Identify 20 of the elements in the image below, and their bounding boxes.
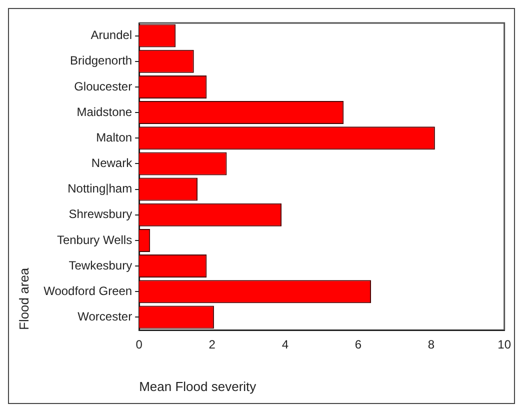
- x-axis-title: Mean Flood severity: [139, 378, 257, 394]
- y-tick-label: Worcester: [78, 310, 132, 324]
- x-tick-label: 10: [498, 338, 512, 352]
- x-tick-label: 4: [282, 338, 289, 352]
- y-tick-label: Shrewsbury: [68, 207, 132, 222]
- y-axis-title: Flood area: [16, 267, 32, 330]
- y-tick-label: Maidstone: [76, 104, 132, 119]
- y-tick-label: Arundel: [90, 28, 132, 42]
- y-tick-label: Notting|ham: [68, 182, 132, 196]
- x-tick-label: 0: [136, 338, 143, 352]
- x-tick-label: 6: [354, 338, 362, 352]
- y-tick-label: Tewkesbury: [68, 258, 132, 272]
- y-tick-label: Malton: [96, 130, 132, 144]
- x-tick-label: 2: [208, 338, 216, 352]
- y-tick-label: Tenbury Wells: [56, 232, 132, 247]
- y-tick-label: Bridgenorth: [70, 54, 132, 68]
- x-tick-label: 8: [428, 338, 435, 352]
- y-tick-label: Woodford Green: [44, 284, 132, 298]
- y-tick-label: Newark: [91, 156, 134, 170]
- y-tick-label: Gloucester: [74, 79, 132, 94]
